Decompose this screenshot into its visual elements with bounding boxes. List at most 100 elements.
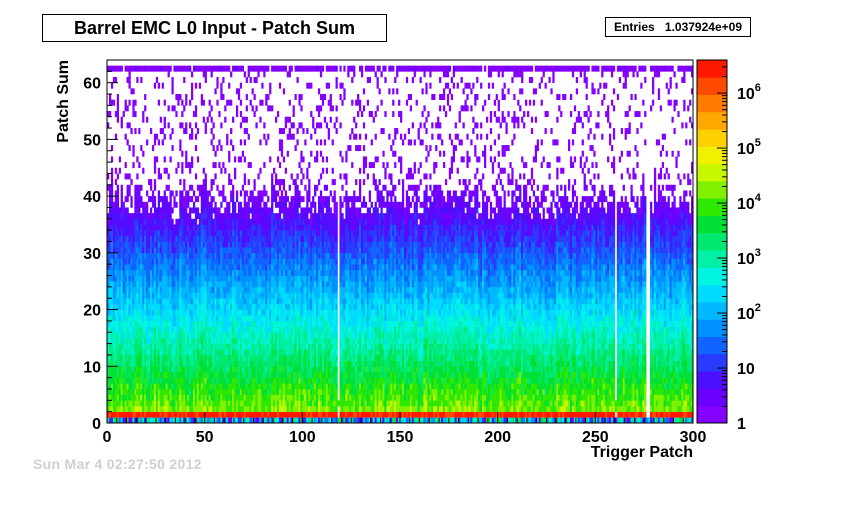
heatmap-cell	[280, 190, 284, 197]
heatmap-cell	[108, 201, 112, 208]
heatmap-cell	[300, 235, 303, 242]
heatmap-cell	[216, 224, 219, 231]
heatmap-cell	[107, 122, 110, 129]
heatmap-cell	[136, 349, 139, 356]
heatmap-cell	[292, 201, 295, 208]
heatmap-cell	[325, 377, 329, 384]
heatmap-cell	[261, 400, 264, 407]
heatmap-cell	[159, 417, 162, 424]
heatmap-cell	[110, 82, 114, 89]
heatmap-cell	[243, 241, 246, 248]
heatmap-cell	[108, 99, 112, 106]
heatmap-cell	[204, 201, 207, 208]
heatmap-cell	[214, 247, 217, 254]
heatmap-cell	[163, 167, 166, 174]
heatmap-cell	[286, 207, 289, 214]
heatmap-cell	[216, 394, 219, 401]
heatmap-cell	[122, 383, 125, 390]
heatmap-cell	[116, 417, 120, 424]
heatmap-cell	[169, 320, 172, 327]
heatmap-cell	[294, 405, 297, 412]
heatmap-cell	[200, 275, 204, 282]
heatmap-cell	[306, 394, 309, 401]
heatmap-cell	[241, 224, 245, 231]
heatmap-cell	[151, 298, 155, 305]
heatmap-cell	[142, 354, 145, 361]
heatmap-cell	[312, 411, 315, 418]
heatmap-cell	[321, 167, 325, 174]
heatmap-cell	[239, 383, 243, 390]
heatmap-cell	[218, 65, 221, 72]
heatmap-cell	[161, 207, 164, 214]
heatmap-cell	[165, 417, 168, 424]
heatmap-cell	[243, 235, 246, 242]
heatmap-cell	[181, 247, 184, 254]
heatmap-cell	[185, 417, 188, 424]
heatmap-cell	[149, 383, 153, 390]
heatmap-cell	[169, 354, 172, 361]
heatmap-cell	[194, 309, 198, 316]
heatmap-cell	[210, 388, 213, 395]
heatmap-cell	[220, 405, 223, 412]
heatmap-cell	[171, 303, 174, 310]
heatmap-cell	[216, 320, 219, 327]
heatmap-cell	[153, 241, 157, 248]
heatmap-cell	[206, 315, 209, 322]
heatmap-cell	[157, 292, 161, 299]
heatmap-cell	[237, 371, 241, 378]
heatmap-cell	[118, 383, 121, 390]
heatmap-cell	[159, 315, 162, 322]
heatmap-cell	[202, 207, 205, 214]
heatmap-cell	[306, 252, 309, 259]
heatmap-cell	[282, 247, 286, 254]
heatmap-cell	[218, 111, 221, 118]
heatmap-cell	[208, 298, 211, 305]
heatmap-cell	[237, 218, 241, 225]
heatmap-cell	[323, 196, 327, 203]
heatmap-cell	[140, 235, 143, 242]
heatmap-cell	[239, 156, 243, 163]
heatmap-cell	[136, 388, 139, 395]
heatmap-cell	[136, 354, 139, 361]
heatmap-cell	[267, 105, 270, 112]
heatmap-cell	[222, 315, 225, 322]
heatmap-cell	[138, 213, 141, 220]
heatmap-cell	[290, 173, 293, 180]
heatmap-cell	[128, 264, 131, 271]
heatmap-cell	[185, 354, 188, 361]
heatmap-cell	[247, 162, 250, 169]
heatmap-cell	[276, 411, 280, 418]
heatmap-cell	[169, 394, 172, 401]
heatmap-cell	[267, 298, 270, 305]
heatmap-cell	[255, 275, 258, 282]
heatmap-cell	[274, 394, 278, 401]
heatmap-cell	[321, 298, 325, 305]
heatmap-cell	[224, 400, 227, 407]
heatmap-cell	[280, 366, 284, 373]
heatmap-cell	[190, 269, 194, 276]
heatmap-cell	[263, 230, 266, 237]
heatmap-cell	[142, 292, 145, 299]
heatmap-cell	[265, 332, 268, 339]
heatmap-cell	[120, 349, 123, 356]
heatmap-cell	[269, 337, 272, 344]
heatmap-cell	[235, 190, 239, 197]
heatmap-cell	[155, 230, 159, 237]
heatmap-cell	[235, 349, 239, 356]
heatmap-cell	[116, 337, 120, 344]
heatmap-cell	[321, 65, 325, 72]
heatmap-cell	[306, 292, 309, 299]
heatmap-cell	[159, 269, 162, 276]
heatmap-cell	[198, 241, 202, 248]
heatmap-cell	[157, 388, 161, 395]
heatmap-cell	[294, 298, 297, 305]
heatmap-cell	[286, 298, 289, 305]
heatmap-cell	[206, 65, 209, 72]
heatmap-cell	[128, 315, 131, 322]
heatmap-cell	[306, 258, 309, 265]
heatmap-cell	[276, 230, 280, 237]
heatmap-cell	[177, 332, 180, 339]
heatmap-cell	[319, 65, 323, 72]
heatmap-cell	[235, 337, 239, 344]
heatmap-cell	[198, 224, 202, 231]
